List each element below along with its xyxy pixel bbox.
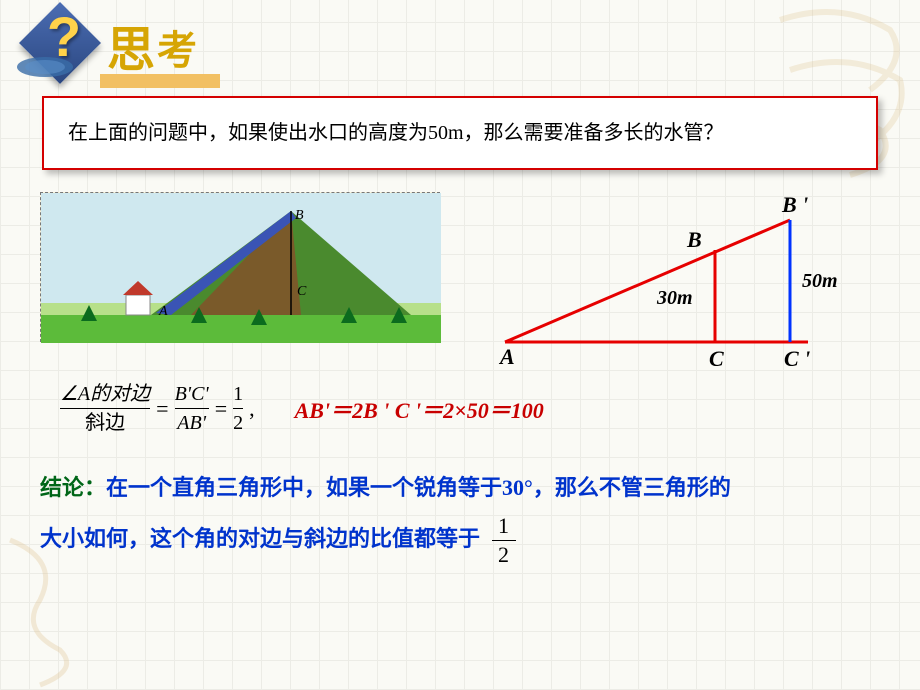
svg-text:B: B bbox=[686, 227, 702, 252]
svg-text:C: C bbox=[297, 284, 307, 299]
svg-text:50m: 50m bbox=[802, 270, 838, 292]
slide-title: ? 思 考 bbox=[0, 0, 920, 80]
conclusion-fraction: 1 2 bbox=[492, 514, 516, 567]
eq-mid-bot: AB' bbox=[177, 411, 206, 435]
svg-text:C ': C ' bbox=[784, 346, 810, 371]
conclusion-lead: 结论： bbox=[40, 475, 106, 500]
title-char-1: 思 bbox=[107, 10, 155, 80]
eq-rhs-top: 1 bbox=[233, 382, 243, 406]
result-equation: AB'＝2B ' C '＝2×50＝100 bbox=[295, 393, 544, 425]
conclusion-body-b: 大小如何，这个角的对边与斜边的比值都等于 bbox=[40, 526, 480, 551]
title-char-2: 考 bbox=[157, 18, 197, 76]
eq-lhs-bot: 斜边 bbox=[85, 411, 125, 435]
svg-text:B: B bbox=[295, 208, 304, 223]
svg-text:30m: 30m bbox=[656, 287, 693, 309]
ratio-equation: ∠A的对边 斜边 = B'C' AB' = 1 2 , bbox=[60, 382, 255, 435]
conclusion-body-a: 在一个直角三角形中，如果一个锐角等于30°，那么不管三角形的 bbox=[106, 475, 731, 500]
svg-text:C: C bbox=[709, 346, 724, 371]
triangle-diagram: A B B ' C C ' 30m 50m bbox=[470, 192, 880, 372]
mountain-illustration: A B C bbox=[40, 192, 440, 342]
svg-text:A: A bbox=[158, 304, 168, 319]
svg-text:B ': B ' bbox=[781, 192, 808, 217]
conclusion-text: 结论：在一个直角三角形中，如果一个锐角等于30°，那么不管三角形的 大小如何，这… bbox=[40, 463, 880, 567]
eq-rhs-bot: 2 bbox=[233, 411, 243, 435]
eq-mid-top: B'C' bbox=[175, 382, 209, 406]
svg-text:A: A bbox=[498, 344, 515, 369]
eq-lhs-top: ∠A的对边 bbox=[60, 382, 150, 406]
question-mark-icon: ? bbox=[25, 10, 103, 80]
question-box: 在上面的问题中，如果使出水口的高度为50m，那么需要准备多长的水管？ bbox=[42, 96, 878, 170]
question-text: 在上面的问题中，如果使出水口的高度为50m，那么需要准备多长的水管？ bbox=[68, 122, 724, 144]
